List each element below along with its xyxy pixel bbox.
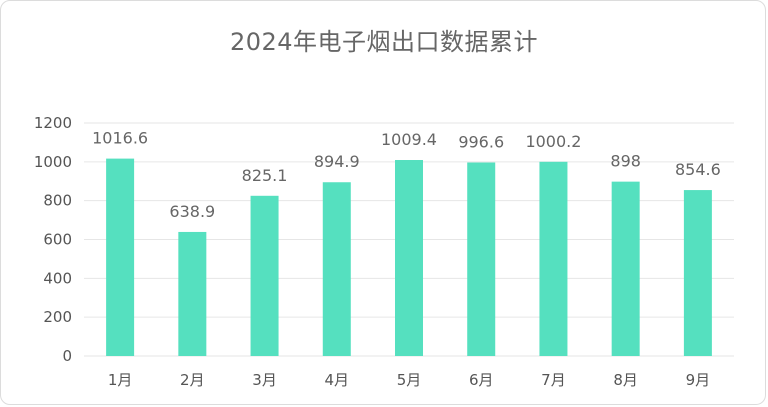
y-axis-tick-labels: 0 200 400 600 800 1000 1200 (34, 114, 72, 365)
x-tick-label: 9月 (686, 371, 711, 389)
x-tick-label: 5月 (397, 371, 422, 389)
bar-value-label: 996.6 (458, 132, 504, 151)
x-tick-label: 1月 (108, 371, 133, 389)
bar-value-label: 825.1 (242, 166, 288, 185)
bar[interactable] (178, 231, 207, 356)
y-tick-label: 0 (62, 347, 72, 365)
bars (106, 158, 712, 356)
bar[interactable] (395, 160, 423, 356)
bar[interactable] (106, 158, 135, 356)
bar[interactable] (611, 181, 640, 356)
x-axis-tick-labels: 1月 2月 3月 4月 5月 6月 7月 8月 9月 (108, 371, 710, 389)
y-tick-label: 600 (43, 231, 72, 249)
chart-title: 2024年电子烟出口数据累计 (229, 28, 539, 56)
y-tick-label: 1000 (34, 153, 72, 171)
bar-value-label: 638.9 (169, 202, 215, 221)
y-tick-label: 200 (43, 308, 72, 326)
x-tick-label: 2月 (180, 371, 205, 389)
y-tick-label: 800 (43, 192, 72, 210)
x-tick-label: 6月 (469, 371, 494, 389)
x-tick-label: 7月 (541, 371, 566, 389)
bar-value-label: 1009.4 (381, 130, 437, 149)
bar[interactable] (683, 190, 712, 356)
y-tick-label: 1200 (34, 114, 72, 132)
y-tick-label: 400 (43, 269, 72, 287)
bar[interactable] (467, 162, 496, 356)
bar[interactable] (250, 195, 279, 356)
bar[interactable] (322, 182, 351, 356)
bar-value-label: 1000.2 (525, 132, 581, 151)
bar-value-label: 854.6 (675, 160, 721, 179)
bar-value-label: 894.9 (314, 152, 360, 171)
bar[interactable] (539, 161, 568, 356)
x-tick-label: 3月 (252, 371, 277, 389)
x-tick-label: 8月 (613, 371, 638, 389)
x-tick-label: 4月 (325, 371, 350, 389)
bar-value-label: 1016.6 (92, 129, 148, 148)
bar-value-label: 898 (610, 152, 641, 171)
data-labels: 1016.6 638.9 825.1 894.9 1009.4 996.6 1000.2 89… (92, 129, 721, 221)
